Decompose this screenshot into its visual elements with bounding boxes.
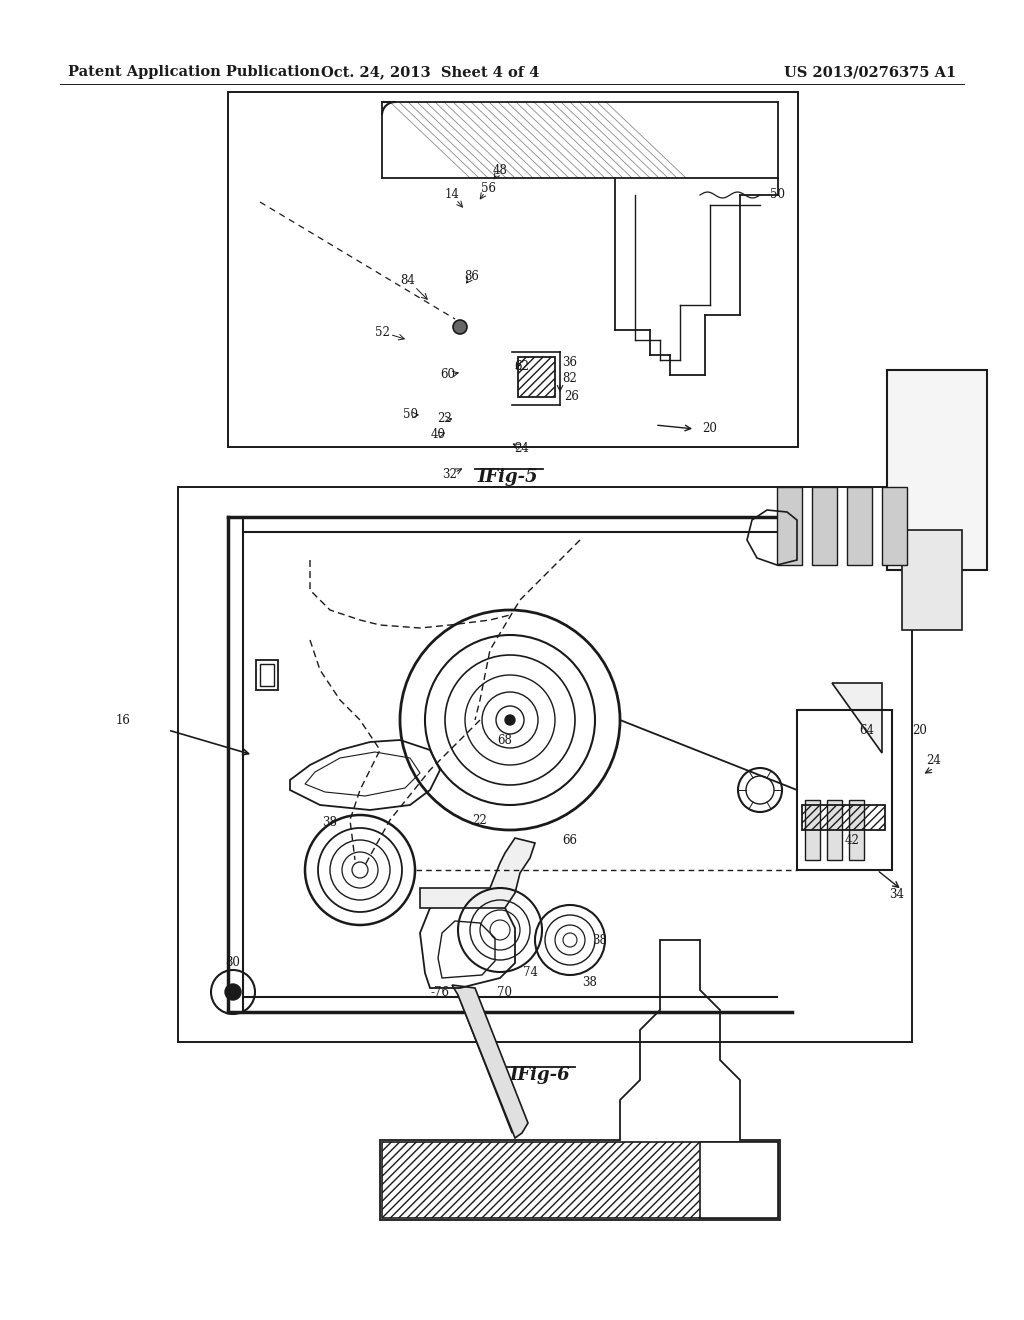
Bar: [260, 664, 274, 686]
Text: 20: 20: [702, 422, 718, 436]
Text: 24: 24: [927, 754, 941, 767]
Text: 48: 48: [493, 164, 508, 177]
Text: 50: 50: [770, 189, 785, 202]
Text: 26: 26: [564, 391, 580, 404]
Text: 38: 38: [323, 817, 338, 829]
Polygon shape: [700, 1142, 778, 1218]
Text: 42: 42: [845, 833, 859, 846]
Polygon shape: [452, 985, 528, 1138]
Text: 82: 82: [562, 372, 578, 385]
Circle shape: [453, 319, 467, 334]
Bar: [777, 487, 802, 565]
Text: -76: -76: [430, 986, 450, 998]
Text: IFig-6: IFig-6: [510, 1067, 570, 1084]
Text: Oct. 24, 2013  Sheet 4 of 4: Oct. 24, 2013 Sheet 4 of 4: [321, 65, 540, 79]
Bar: [847, 487, 872, 565]
Text: 74: 74: [522, 965, 538, 978]
Bar: [887, 370, 987, 570]
Text: IFig-5: IFig-5: [477, 469, 539, 486]
Text: 14: 14: [444, 189, 460, 202]
Bar: [849, 800, 864, 861]
Text: 60: 60: [440, 368, 456, 381]
Bar: [902, 531, 962, 630]
Text: 32: 32: [442, 469, 458, 482]
Text: 64: 64: [859, 723, 874, 737]
Text: 66: 66: [562, 833, 578, 846]
Bar: [228, 92, 798, 447]
Text: 34: 34: [890, 888, 904, 902]
Bar: [805, 800, 820, 861]
Text: 22: 22: [473, 813, 487, 826]
Text: 50: 50: [402, 408, 418, 421]
Text: 86: 86: [465, 269, 479, 282]
Text: 68: 68: [498, 734, 512, 747]
Circle shape: [225, 983, 241, 1001]
Text: 22: 22: [437, 412, 453, 425]
Bar: [882, 487, 907, 565]
Circle shape: [505, 715, 515, 725]
Text: 20: 20: [912, 723, 928, 737]
Text: 38: 38: [593, 933, 607, 946]
Bar: [797, 710, 892, 870]
Text: 38: 38: [583, 975, 597, 989]
Text: 56: 56: [480, 181, 496, 194]
Bar: [812, 487, 837, 565]
Bar: [178, 487, 912, 1041]
Text: 80: 80: [225, 956, 241, 969]
Polygon shape: [831, 682, 882, 752]
Text: 52: 52: [375, 326, 389, 338]
Text: 70: 70: [498, 986, 512, 998]
Text: Patent Application Publication: Patent Application Publication: [68, 65, 319, 79]
Text: 62: 62: [515, 360, 529, 374]
Text: 40: 40: [430, 429, 445, 441]
Text: 84: 84: [400, 273, 416, 286]
Text: 36: 36: [562, 355, 578, 368]
Polygon shape: [458, 995, 518, 1133]
Text: US 2013/0276375 A1: US 2013/0276375 A1: [783, 65, 956, 79]
Polygon shape: [420, 838, 535, 908]
Text: 24: 24: [515, 442, 529, 455]
Bar: [256, 660, 278, 690]
Text: 16: 16: [116, 714, 130, 726]
Bar: [827, 800, 842, 861]
